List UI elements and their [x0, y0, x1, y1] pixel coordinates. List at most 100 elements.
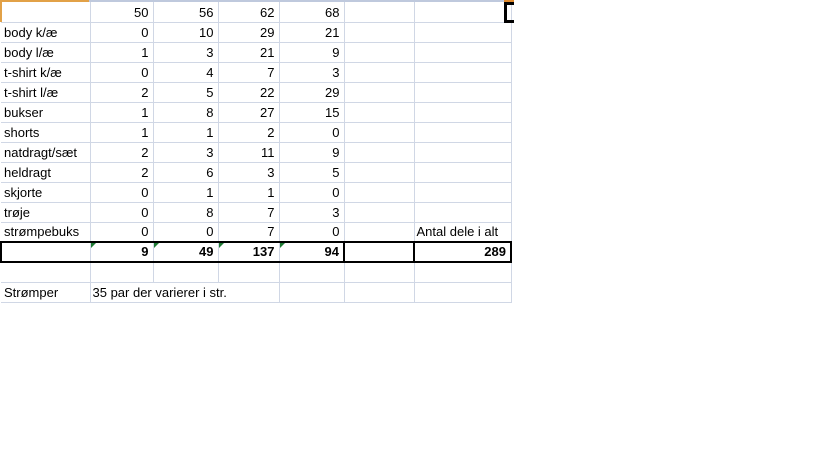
- item-label-cell[interactable]: bukser: [1, 102, 91, 123]
- value-cell[interactable]: 8: [153, 102, 219, 123]
- value-cell[interactable]: 3: [218, 162, 280, 183]
- cell[interactable]: [414, 282, 512, 303]
- value-cell[interactable]: 0: [279, 222, 345, 243]
- cell[interactable]: [279, 282, 345, 303]
- cell[interactable]: [344, 202, 415, 223]
- cell[interactable]: [90, 262, 154, 283]
- value-cell[interactable]: 29: [218, 22, 280, 43]
- cell[interactable]: [344, 122, 415, 143]
- value-cell[interactable]: 0: [90, 22, 154, 43]
- size-header-cell[interactable]: 56: [153, 2, 219, 23]
- total-value-cell[interactable]: 49: [153, 241, 219, 263]
- cell[interactable]: [0, 241, 91, 263]
- value-cell[interactable]: 1: [90, 102, 154, 123]
- cell[interactable]: [414, 22, 512, 43]
- value-cell[interactable]: 15: [279, 102, 345, 123]
- value-cell[interactable]: 11: [218, 142, 280, 163]
- value-cell[interactable]: 0: [90, 222, 154, 243]
- value-cell[interactable]: 0: [279, 122, 345, 143]
- cell[interactable]: [344, 182, 415, 203]
- size-header-cell[interactable]: 68: [279, 2, 345, 23]
- value-cell[interactable]: 1: [153, 122, 219, 143]
- value-cell[interactable]: 1: [218, 182, 280, 203]
- cell[interactable]: [414, 262, 512, 283]
- cell[interactable]: [344, 162, 415, 183]
- item-label-cell[interactable]: skjorte: [1, 182, 91, 203]
- cell[interactable]: [344, 2, 415, 23]
- cell[interactable]: [414, 142, 512, 163]
- cell[interactable]: [344, 282, 415, 303]
- item-label-cell[interactable]: heldragt: [1, 162, 91, 183]
- value-cell[interactable]: 10: [153, 22, 219, 43]
- value-cell[interactable]: 0: [279, 182, 345, 203]
- value-cell[interactable]: 5: [153, 82, 219, 103]
- cell[interactable]: [218, 262, 280, 283]
- cell[interactable]: [279, 262, 345, 283]
- cell[interactable]: [344, 262, 415, 283]
- cell[interactable]: [414, 162, 512, 183]
- item-label-cell[interactable]: body l/æ: [1, 42, 91, 63]
- value-cell[interactable]: 3: [153, 42, 219, 63]
- cell[interactable]: [153, 262, 219, 283]
- antal-dele-label-cell[interactable]: Antal dele i alt: [414, 222, 512, 243]
- value-cell[interactable]: 27: [218, 102, 280, 123]
- value-cell[interactable]: 1: [153, 182, 219, 203]
- item-label-cell[interactable]: strømpebuks: [1, 222, 91, 243]
- value-cell[interactable]: 21: [279, 22, 345, 43]
- size-header-cell[interactable]: 50: [90, 2, 154, 23]
- footer-note-cell[interactable]: 35 par der varierer i str.: [90, 282, 280, 303]
- item-label-cell[interactable]: natdragt/sæt: [1, 142, 91, 163]
- value-cell[interactable]: 6: [153, 162, 219, 183]
- value-cell[interactable]: 1: [90, 42, 154, 63]
- value-cell[interactable]: 3: [153, 142, 219, 163]
- item-label-cell[interactable]: t-shirt l/æ: [1, 82, 91, 103]
- value-cell[interactable]: 0: [90, 202, 154, 223]
- cell[interactable]: [1, 2, 91, 23]
- value-cell[interactable]: 3: [279, 62, 345, 83]
- size-header-cell[interactable]: 62: [218, 2, 280, 23]
- value-cell[interactable]: 2: [90, 142, 154, 163]
- footer-label-cell[interactable]: Strømper: [1, 282, 91, 303]
- value-cell[interactable]: 21: [218, 42, 280, 63]
- value-cell[interactable]: 7: [218, 222, 280, 243]
- cell[interactable]: [414, 182, 512, 203]
- total-value-cell[interactable]: 94: [279, 241, 345, 263]
- value-cell[interactable]: 2: [90, 82, 154, 103]
- cell[interactable]: [344, 142, 415, 163]
- value-cell[interactable]: 29: [279, 82, 345, 103]
- cell[interactable]: [414, 202, 512, 223]
- cell[interactable]: [414, 42, 512, 63]
- value-cell[interactable]: 2: [90, 162, 154, 183]
- total-value-cell[interactable]: 137: [218, 241, 280, 263]
- value-cell[interactable]: 7: [218, 202, 280, 223]
- grand-total-cell[interactable]: 289: [413, 241, 512, 263]
- value-cell[interactable]: 3: [279, 202, 345, 223]
- total-value-cell[interactable]: 9: [90, 241, 154, 263]
- value-cell[interactable]: 9: [279, 42, 345, 63]
- value-cell[interactable]: 0: [90, 62, 154, 83]
- value-cell[interactable]: 8: [153, 202, 219, 223]
- item-label-cell[interactable]: shorts: [1, 122, 91, 143]
- value-cell[interactable]: 2: [218, 122, 280, 143]
- cell[interactable]: [344, 82, 415, 103]
- value-cell[interactable]: 7: [218, 62, 280, 83]
- cell[interactable]: [1, 262, 91, 283]
- cell[interactable]: [414, 122, 512, 143]
- value-cell[interactable]: 9: [279, 142, 345, 163]
- value-cell[interactable]: 0: [90, 182, 154, 203]
- cell[interactable]: [414, 62, 512, 83]
- cell[interactable]: [344, 22, 415, 43]
- cell[interactable]: [344, 222, 415, 243]
- cell[interactable]: [414, 102, 512, 123]
- value-cell[interactable]: 4: [153, 62, 219, 83]
- value-cell[interactable]: 0: [153, 222, 219, 243]
- cell[interactable]: [344, 102, 415, 123]
- value-cell[interactable]: 22: [218, 82, 280, 103]
- value-cell[interactable]: 5: [279, 162, 345, 183]
- cell[interactable]: [414, 2, 512, 23]
- item-label-cell[interactable]: body k/æ: [1, 22, 91, 43]
- value-cell[interactable]: 1: [90, 122, 154, 143]
- cell[interactable]: [344, 42, 415, 63]
- cell[interactable]: [344, 62, 415, 83]
- item-label-cell[interactable]: trøje: [1, 202, 91, 223]
